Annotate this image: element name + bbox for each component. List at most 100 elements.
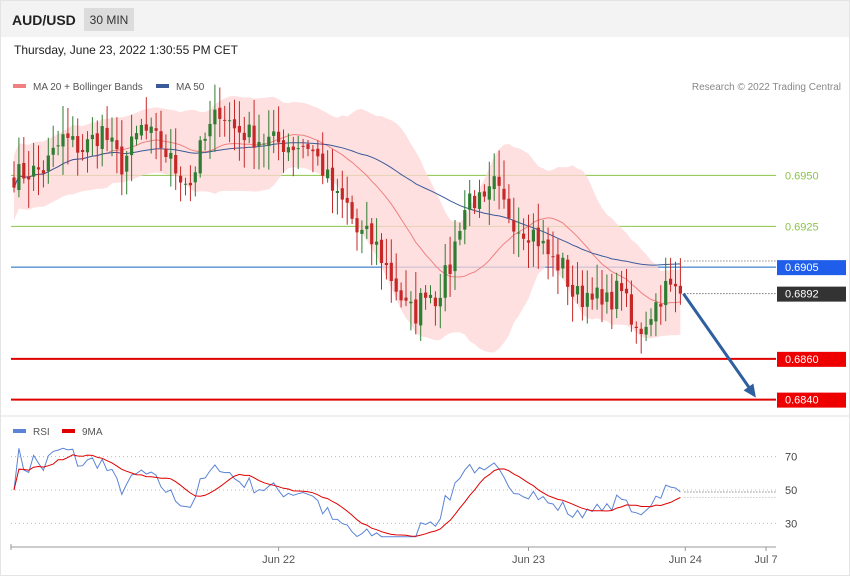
candle — [541, 219, 545, 255]
candle-body — [154, 128, 158, 131]
candle-body — [291, 146, 295, 151]
candle — [203, 132, 207, 151]
candle-body — [66, 133, 70, 138]
candle-body — [247, 124, 251, 138]
copyright-text: Research © 2022 Trading Central — [692, 82, 841, 93]
candle-body — [546, 239, 550, 255]
candle — [174, 128, 178, 190]
candle-body — [100, 126, 104, 149]
candle — [610, 273, 614, 330]
candle — [678, 258, 682, 305]
candle-body — [384, 263, 388, 266]
candle — [76, 118, 80, 176]
candle — [389, 239, 393, 303]
candle-body — [428, 294, 433, 298]
candle-body — [531, 229, 535, 242]
candle-body — [144, 124, 148, 131]
candle — [311, 144, 315, 173]
candle — [482, 184, 486, 202]
candle-body — [326, 169, 330, 179]
candle — [301, 138, 305, 159]
level-label-0.6892: 0.6892 — [785, 289, 819, 301]
candle-body — [340, 188, 344, 200]
candle-body — [193, 172, 197, 183]
candle-body — [286, 147, 290, 153]
candle-body — [272, 131, 276, 136]
header-bar: AUD/USD 30 MIN — [1, 1, 849, 37]
candle — [507, 184, 511, 224]
level-label-0.6925: 0.6925 — [785, 221, 819, 233]
candle-body — [615, 280, 619, 309]
candle — [522, 218, 526, 251]
ma50-line — [13, 142, 681, 266]
projection-arrow — [682, 292, 752, 390]
candle-body — [605, 292, 609, 302]
candle — [232, 99, 237, 151]
candle — [605, 274, 609, 314]
x-tick-label: Jun 24 — [669, 554, 702, 566]
candle-body — [394, 278, 398, 292]
candle — [375, 218, 379, 265]
x-tick-label: Jun 22 — [262, 554, 295, 566]
candle — [551, 231, 555, 277]
candle-body — [502, 188, 506, 200]
candle-body — [360, 229, 364, 234]
candle — [424, 285, 428, 310]
level-label-0.6860: 0.6860 — [785, 354, 819, 366]
candle — [22, 137, 26, 184]
candle — [105, 106, 109, 152]
candle-body — [556, 254, 560, 271]
level-tag-0.6892 — [777, 286, 846, 302]
candle — [468, 179, 472, 226]
candle-body — [257, 142, 261, 147]
candle — [228, 102, 232, 143]
candle — [257, 114, 261, 170]
candle-body — [507, 198, 511, 219]
candle-body — [620, 283, 624, 292]
candle — [198, 136, 202, 178]
candle — [183, 177, 188, 196]
rsi-tick-30: 30 — [785, 518, 797, 530]
candle — [595, 264, 599, 310]
candle — [267, 110, 271, 170]
candle — [458, 222, 462, 246]
candle-body — [223, 119, 227, 121]
candle — [247, 111, 251, 144]
candle — [669, 257, 673, 292]
timeframe-button[interactable]: 30 MIN — [84, 8, 134, 31]
candle-body — [639, 328, 643, 334]
candle-body — [365, 225, 369, 230]
candle — [615, 272, 619, 319]
rsi-tick-50: 50 — [785, 485, 797, 497]
candle — [370, 217, 374, 266]
candle — [365, 201, 369, 240]
candle-body — [649, 319, 653, 325]
x-tick-label: Jun 23 — [512, 554, 545, 566]
candle — [237, 101, 241, 161]
candle-body — [345, 197, 349, 203]
candle-body — [497, 176, 501, 186]
candle-body — [85, 139, 90, 153]
candle-body — [575, 286, 580, 295]
candle-body — [71, 136, 75, 140]
candle — [149, 117, 153, 154]
candle-body — [262, 143, 266, 145]
candle-body — [468, 193, 472, 210]
bollinger-band — [14, 95, 681, 353]
candle — [585, 270, 589, 324]
candle-body — [350, 202, 354, 219]
candle-body — [654, 302, 658, 322]
candle — [218, 87, 222, 138]
candle — [502, 160, 506, 209]
candle-body — [237, 125, 241, 133]
candle-body — [419, 292, 423, 326]
candle — [546, 227, 550, 280]
candle — [428, 285, 433, 304]
candle-body — [389, 262, 393, 281]
candle — [286, 133, 290, 162]
candle — [100, 114, 104, 167]
candle — [654, 293, 658, 337]
candle-body — [159, 131, 163, 148]
